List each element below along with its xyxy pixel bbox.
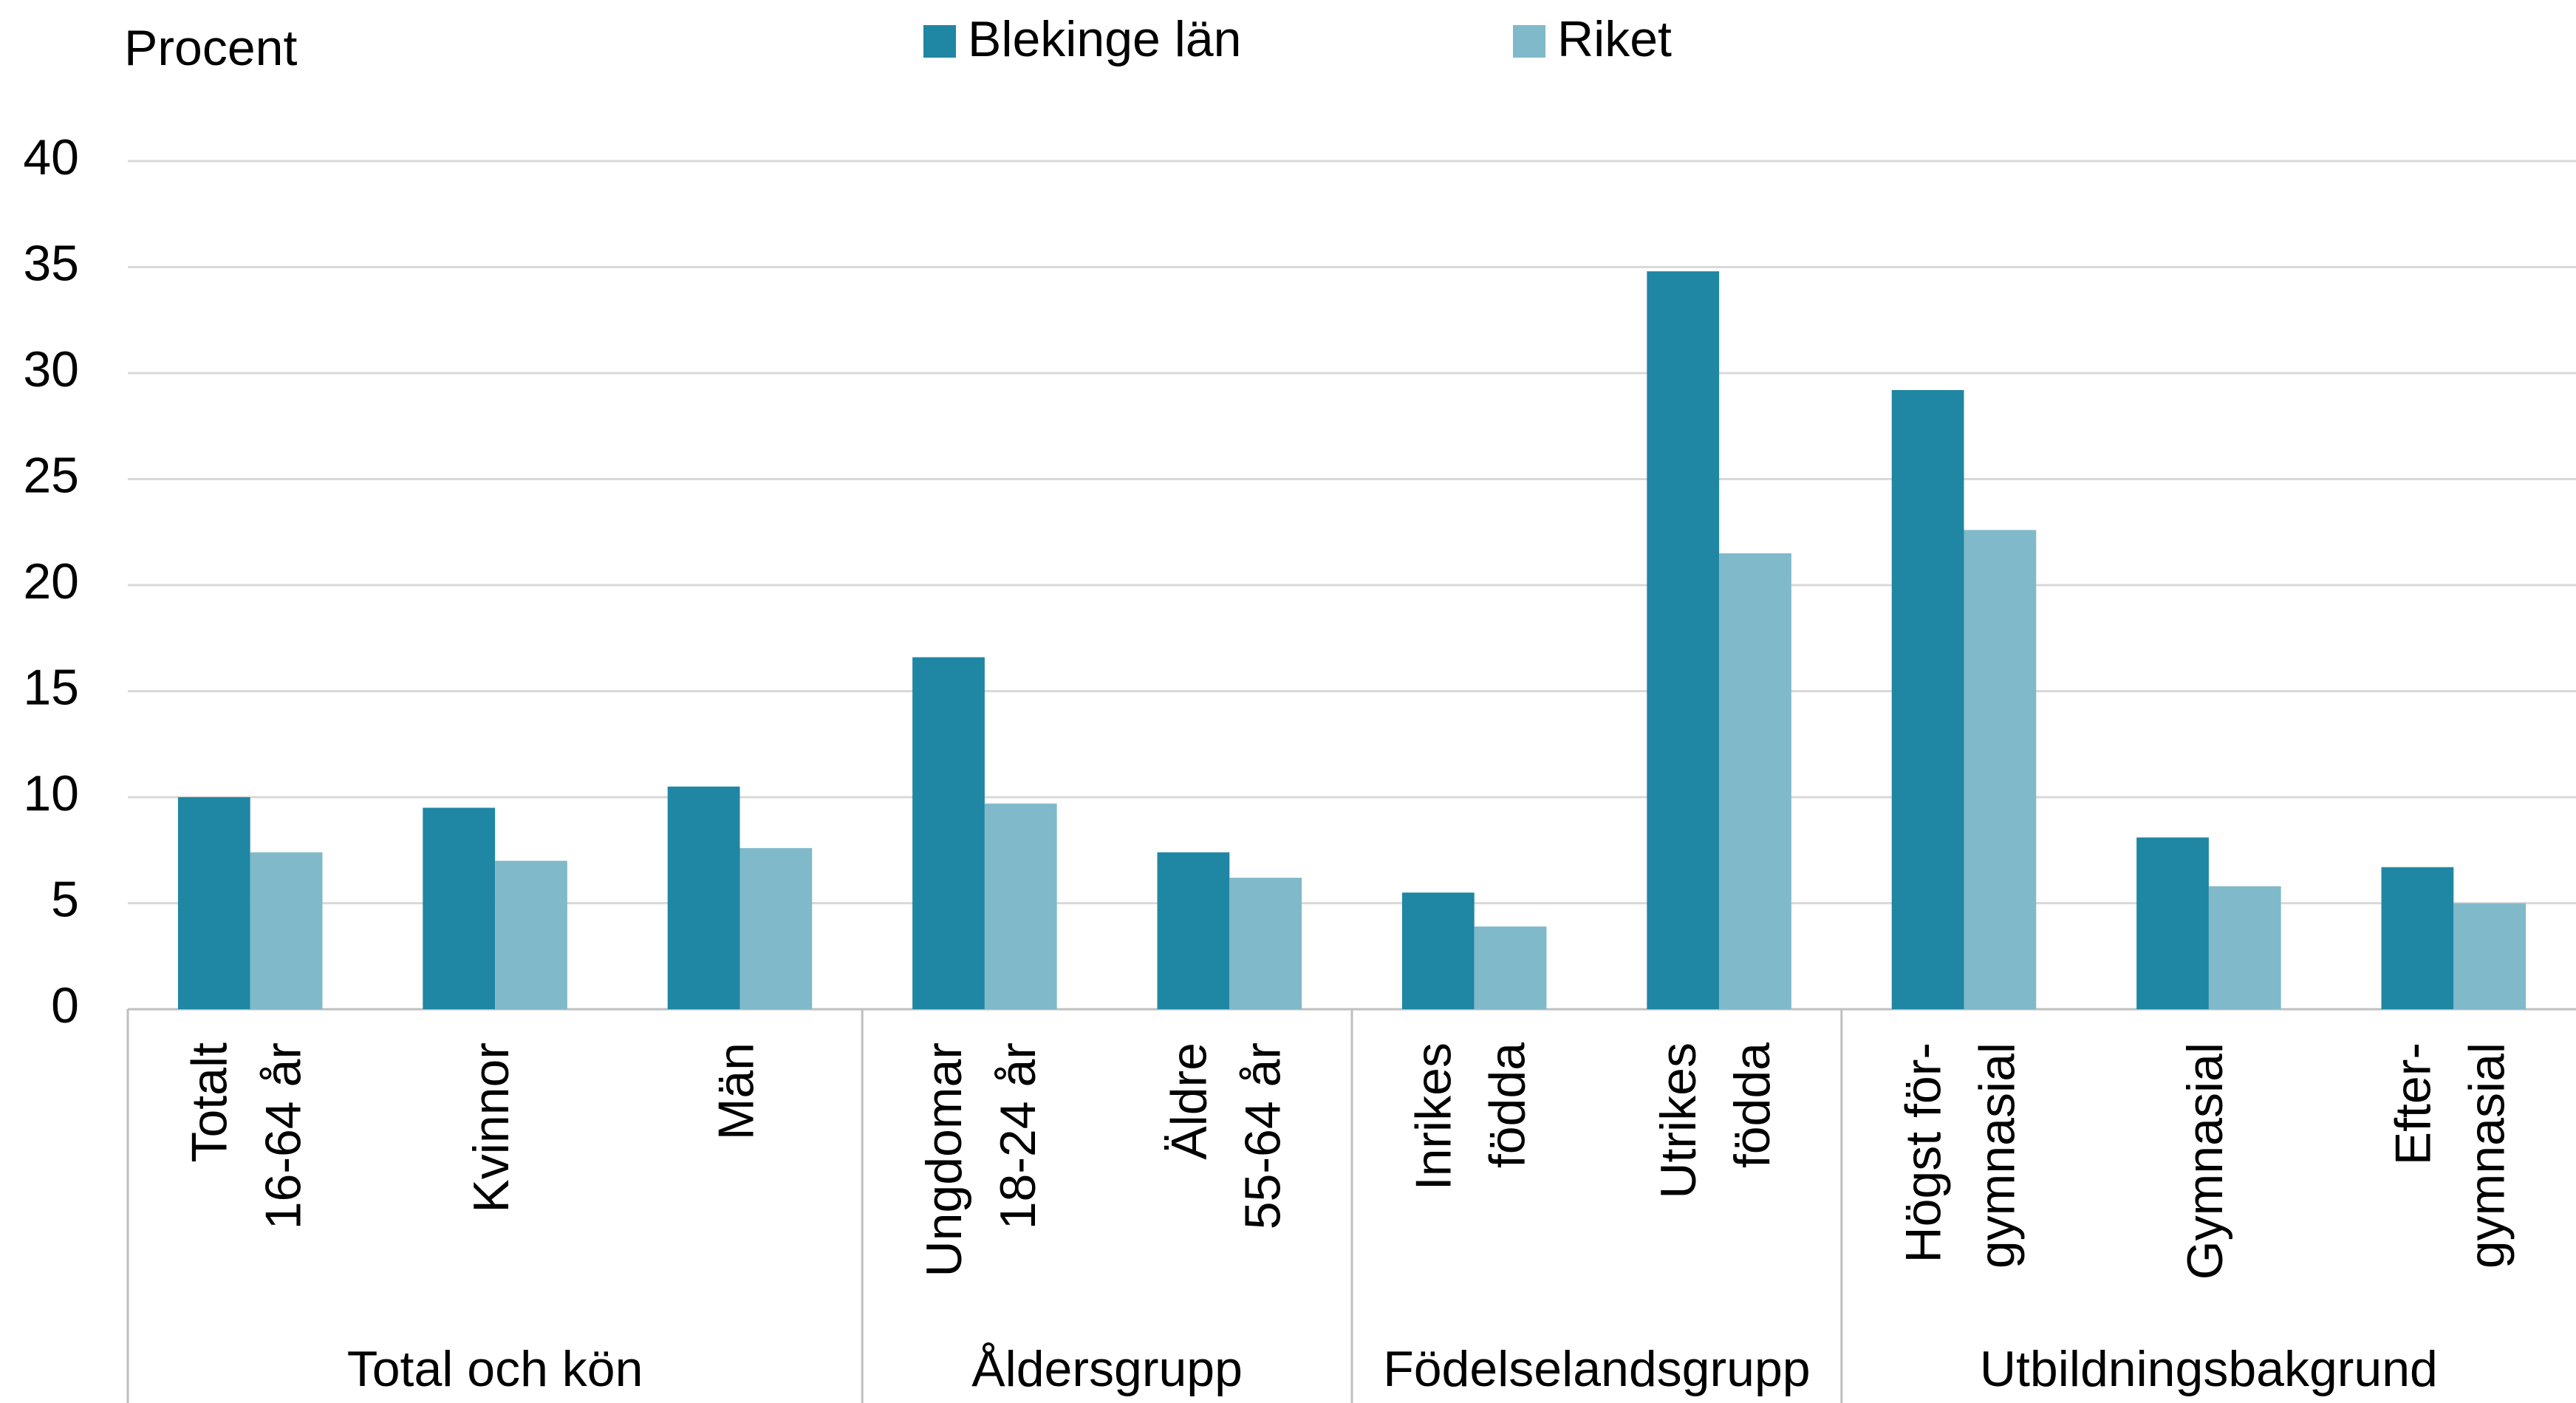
x-tick-label: 18-24 år: [990, 1042, 1046, 1229]
x-tick-label: 16-64 år: [256, 1042, 312, 1229]
bar: [984, 803, 1057, 1009]
y-tick-label: 30: [23, 341, 79, 397]
x-tick-label: födda: [1724, 1042, 1780, 1168]
bar: [495, 861, 567, 1009]
x-tick-label: Gymnasial: [2177, 1042, 2233, 1280]
group-label: Åldersgrupp: [971, 1341, 1243, 1397]
x-tick-label: gymnasial: [1969, 1042, 2025, 1269]
y-tick-label: 35: [23, 235, 79, 291]
legend-swatch: [923, 25, 956, 58]
x-tick-label: gymnasial: [2459, 1042, 2515, 1269]
x-tick-label: Äldre: [1161, 1042, 1217, 1160]
bar: [667, 786, 740, 1009]
y-tick-label: 0: [51, 977, 79, 1034]
bar: [423, 808, 496, 1009]
bar: [1647, 271, 1720, 1009]
bar: [1891, 389, 1964, 1009]
bar: [1157, 852, 1230, 1009]
x-tick-label: Kvinnor: [463, 1042, 519, 1213]
y-axis-label: Procent: [124, 20, 297, 76]
x-tick-label: Totalt: [182, 1042, 238, 1163]
group-label: Utbildningsbakgrund: [1980, 1341, 2438, 1397]
bar: [177, 797, 250, 1009]
bar: [1474, 926, 1547, 1009]
y-tick-label: 5: [51, 871, 79, 927]
y-tick-label: 20: [23, 553, 79, 610]
bar: [1401, 892, 1475, 1009]
x-tick-label: Högst för-: [1895, 1042, 1951, 1263]
x-tick-label: Inrikes: [1406, 1042, 1462, 1190]
group-label: Total och kön: [347, 1341, 643, 1397]
bar: [2453, 903, 2527, 1009]
bar: [1719, 553, 1791, 1009]
y-tick-label: 25: [23, 447, 79, 503]
y-tick-label: 40: [23, 129, 79, 185]
x-tick-label: Ungdomar: [916, 1042, 972, 1277]
bar: [1229, 878, 1302, 1009]
bar: [1964, 530, 2037, 1009]
x-tick-label: 55-64 år: [1234, 1042, 1291, 1229]
bar: [739, 847, 813, 1009]
x-tick-label: födda: [1480, 1042, 1536, 1168]
bar: [250, 852, 323, 1009]
bar: [2381, 867, 2454, 1009]
x-tick-label: Utrikes: [1650, 1042, 1706, 1199]
x-tick-label: Efter-: [2385, 1042, 2441, 1165]
bar: [912, 657, 985, 1009]
legend-swatch: [1513, 25, 1545, 58]
y-tick-label: 15: [23, 659, 79, 715]
x-tick-label: Män: [708, 1042, 764, 1140]
legend-label: Riket: [1557, 11, 1672, 67]
bar: [2136, 837, 2209, 1009]
legend-label: Blekinge län: [968, 11, 1241, 67]
bar: [2208, 886, 2281, 1009]
y-tick-label: 10: [23, 765, 79, 822]
group-label: Födelselandsgrupp: [1383, 1341, 1810, 1397]
